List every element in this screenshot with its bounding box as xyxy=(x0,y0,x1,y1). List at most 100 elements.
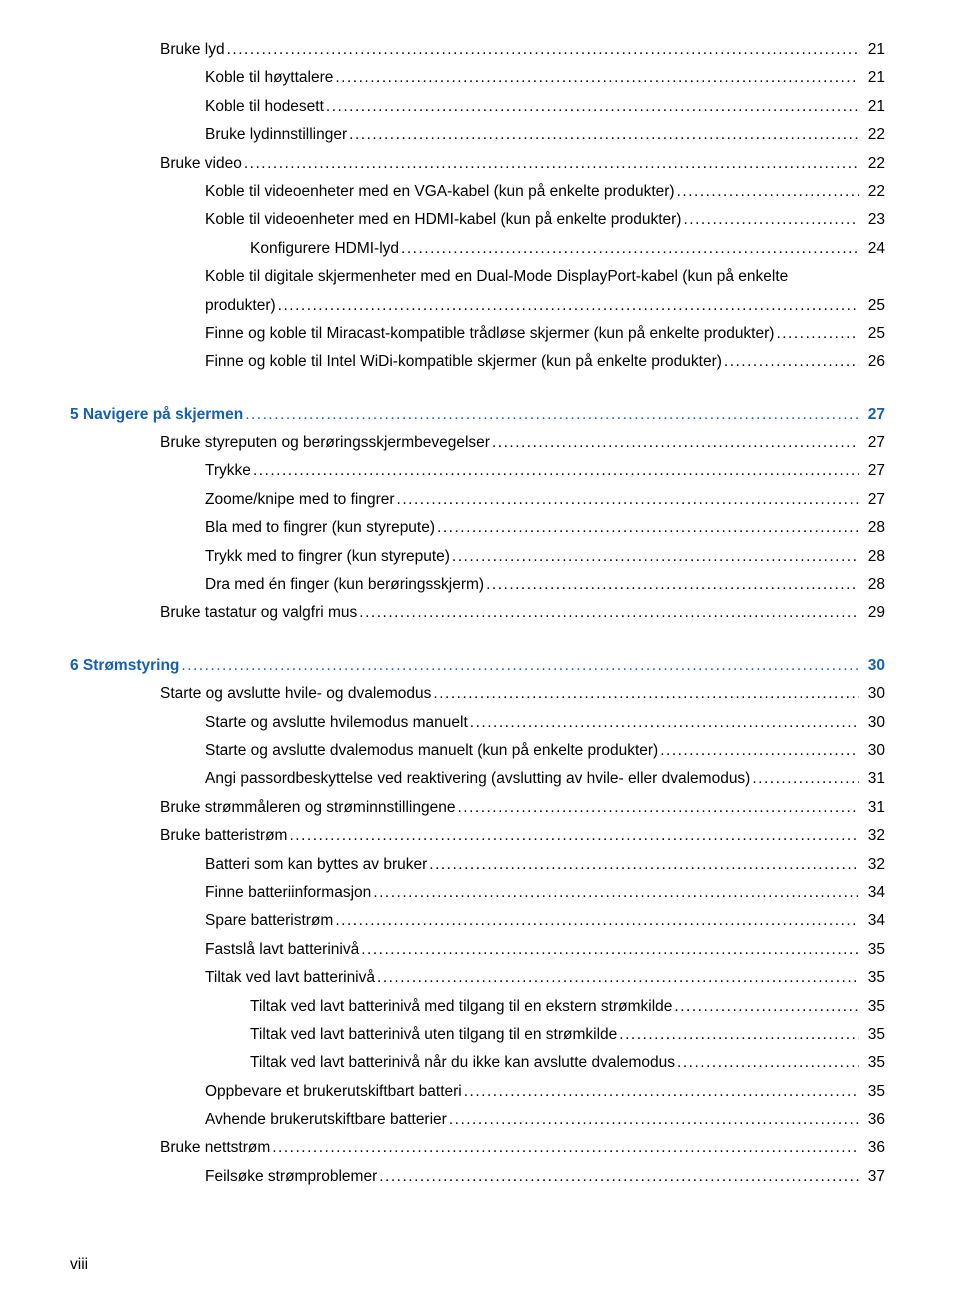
toc-entry[interactable]: Tiltak ved lavt batterinivå uten tilgang… xyxy=(70,1027,885,1055)
toc-page-number: 34 xyxy=(861,885,885,901)
toc-entry[interactable]: Trykk med to fingrer (kun styrepute)28 xyxy=(70,549,885,577)
toc-list: Bruke lyd21Koble til høyttalere21Koble t… xyxy=(70,42,885,1197)
toc-entry[interactable]: Zoome/knipe med to fingrer27 xyxy=(70,492,885,520)
toc-entry[interactable]: Bruke video22 xyxy=(70,156,885,184)
toc-leader xyxy=(379,1169,859,1185)
toc-entry[interactable]: Koble til hodesett21 xyxy=(70,99,885,127)
toc-entry[interactable]: Finne og koble til Intel WiDi-kompatible… xyxy=(70,354,885,382)
toc-page-number: 35 xyxy=(861,999,885,1015)
toc-page-number: 23 xyxy=(861,212,885,228)
toc-entry-text: Bruke lyd xyxy=(160,42,225,58)
toc-entry[interactable]: Konfigurere HDMI-lyd24 xyxy=(70,241,885,269)
toc-entry[interactable]: Koble til digitale skjermenheter med en … xyxy=(70,269,885,297)
toc-entry[interactable]: Bruke strømmåleren og strøminnstillingen… xyxy=(70,800,885,828)
toc-entry[interactable]: Starte og avslutte dvalemodus manuelt (k… xyxy=(70,743,885,771)
toc-entry-text: Koble til høyttalere xyxy=(205,70,333,86)
toc-entry[interactable]: Trykke27 xyxy=(70,463,885,491)
toc-entry-text: Finne og koble til Miracast-kompatible t… xyxy=(205,326,774,342)
toc-page-number: 28 xyxy=(861,577,885,593)
toc-page-number: 27 xyxy=(861,435,885,451)
toc-entry[interactable]: Koble til høyttalere21 xyxy=(70,70,885,98)
toc-entry-text: Batteri som kan byttes av bruker xyxy=(205,857,427,873)
toc-page-number: 30 xyxy=(861,715,885,731)
toc-page-number: 31 xyxy=(861,800,885,816)
toc-entry[interactable]: Feilsøke strømproblemer37 xyxy=(70,1169,885,1197)
toc-entry[interactable]: Finne batteriinformasjon34 xyxy=(70,885,885,913)
toc-entry-text: Trykke xyxy=(205,463,251,479)
toc-page-number: 35 xyxy=(861,942,885,958)
toc-entry[interactable]: Bruke styreputen og berøringsskjermbeveg… xyxy=(70,435,885,463)
toc-leader xyxy=(449,1112,859,1128)
toc-page-number: 25 xyxy=(861,298,885,314)
toc-entry-text: Koble til videoenheter med en HDMI-kabel… xyxy=(205,212,681,228)
toc-entry-text: Tiltak ved lavt batterinivå xyxy=(205,970,375,986)
toc-page-number: 28 xyxy=(861,520,885,536)
toc-entry[interactable]: Koble til videoenheter med en HDMI-kabel… xyxy=(70,212,885,240)
toc-page-number: 35 xyxy=(861,1055,885,1071)
toc-entry-text: Angi passordbeskyttelse ved reaktivering… xyxy=(205,771,750,787)
toc-entry[interactable]: Koble til videoenheter med en VGA-kabel … xyxy=(70,184,885,212)
toc-entry-text: Trykk med to fingrer (kun styrepute) xyxy=(205,549,450,565)
toc-page: Bruke lyd21Koble til høyttalere21Koble t… xyxy=(0,0,960,1312)
toc-entry[interactable]: Batteri som kan byttes av bruker32 xyxy=(70,857,885,885)
toc-entry-text: produkter) xyxy=(205,298,276,314)
toc-leader xyxy=(452,549,859,565)
toc-leader xyxy=(724,354,859,370)
toc-entry-text: Tiltak ved lavt batterinivå uten tilgang… xyxy=(250,1027,617,1043)
toc-leader xyxy=(244,156,859,172)
toc-chapter[interactable]: 5 Navigere på skjermen27 xyxy=(70,407,885,435)
toc-entry[interactable]: Bla med to fingrer (kun styrepute)28 xyxy=(70,520,885,548)
toc-entry-text: Bruke nettstrøm xyxy=(160,1140,270,1156)
toc-leader xyxy=(429,857,859,873)
toc-entry[interactable]: Bruke lydinnstillinger22 xyxy=(70,127,885,155)
toc-chapter-title: 5 Navigere på skjermen xyxy=(70,407,243,423)
toc-page-number: 29 xyxy=(861,605,885,621)
toc-page-number: 35 xyxy=(861,970,885,986)
toc-entry[interactable]: Starte og avslutte hvile- og dvalemodus3… xyxy=(70,686,885,714)
toc-entry-text: Starte og avslutte dvalemodus manuelt (k… xyxy=(205,743,658,759)
toc-entry[interactable]: Bruke nettstrøm 36 xyxy=(70,1140,885,1168)
toc-entry-text: Fastslå lavt batterinivå xyxy=(205,942,359,958)
toc-page-number: 31 xyxy=(861,771,885,787)
toc-entry[interactable]: Avhende brukerutskiftbare batterier36 xyxy=(70,1112,885,1140)
toc-entry[interactable]: Spare batteristrøm34 xyxy=(70,913,885,941)
toc-entry[interactable]: Dra med én finger (kun berøringsskjerm) 2… xyxy=(70,577,885,605)
toc-entry[interactable]: Starte og avslutte hvilemodus manuelt30 xyxy=(70,715,885,743)
toc-entry-text: Spare batteristrøm xyxy=(205,913,333,929)
toc-page-number: 36 xyxy=(861,1112,885,1128)
toc-entry[interactable]: Oppbevare et brukerutskiftbart batteri35 xyxy=(70,1084,885,1112)
toc-entry[interactable]: Tiltak ved lavt batterinivå 35 xyxy=(70,970,885,998)
toc-leader xyxy=(335,913,859,929)
toc-leader xyxy=(464,1084,859,1100)
toc-page-number: 22 xyxy=(861,156,885,172)
toc-entry-text: Zoome/knipe med to fingrer xyxy=(205,492,395,508)
toc-entry-continuation[interactable]: produkter) 25 xyxy=(70,298,885,326)
toc-entry-text: Dra med én finger (kun berøringsskjerm) xyxy=(205,577,484,593)
toc-leader xyxy=(677,184,859,200)
toc-leader xyxy=(457,800,859,816)
toc-entry-text: Koble til digitale skjermenheter med en … xyxy=(205,269,788,285)
toc-entry-text: Bruke lydinnstillinger xyxy=(205,127,347,143)
toc-entry-text: Bruke strømmåleren og strøminnstillingen… xyxy=(160,800,455,816)
toc-entry[interactable]: Bruke tastatur og valgfri mus29 xyxy=(70,605,885,633)
toc-entry-text: Starte og avslutte hvile- og dvalemodus xyxy=(160,686,431,702)
toc-page-number: 26 xyxy=(861,354,885,370)
toc-entry[interactable]: Fastslå lavt batterinivå 35 xyxy=(70,942,885,970)
toc-leader xyxy=(359,605,859,621)
toc-entry[interactable]: Finne og koble til Miracast-kompatible t… xyxy=(70,326,885,354)
toc-entry[interactable]: Angi passordbeskyttelse ved reaktivering… xyxy=(70,771,885,799)
section-gap xyxy=(70,383,885,407)
toc-page-number: 30 xyxy=(861,743,885,759)
toc-entry-text: Tiltak ved lavt batterinivå når du ikke … xyxy=(250,1055,675,1071)
toc-chapter[interactable]: 6 Strømstyring30 xyxy=(70,658,885,686)
toc-entry[interactable]: Bruke batteristrøm32 xyxy=(70,828,885,856)
toc-entry[interactable]: Bruke lyd21 xyxy=(70,42,885,70)
toc-leader xyxy=(677,1055,859,1071)
page-number: viii xyxy=(70,1256,88,1274)
toc-entry-text: Bruke batteristrøm xyxy=(160,828,287,844)
toc-entry[interactable]: Tiltak ved lavt batterinivå med tilgang … xyxy=(70,999,885,1027)
toc-page-number: 36 xyxy=(861,1140,885,1156)
toc-leader xyxy=(361,942,859,958)
toc-page-number: 35 xyxy=(861,1084,885,1100)
toc-entry[interactable]: Tiltak ved lavt batterinivå når du ikke … xyxy=(70,1055,885,1083)
